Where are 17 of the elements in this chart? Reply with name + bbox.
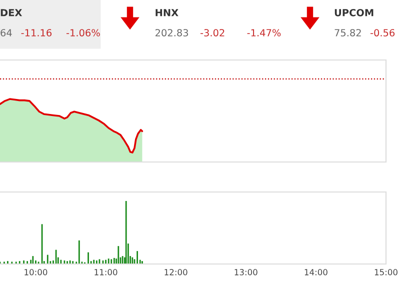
text: UPCOM	[334, 8, 374, 16]
text: HNX	[156, 9, 178, 16]
text: DEX	[0, 9, 22, 16]
x-tick-label: 10:00	[24, 269, 48, 276]
text: -1.06%	[66, 29, 100, 36]
text: -11.16	[21, 29, 52, 36]
text: 64	[0, 29, 12, 36]
text: 75.82	[334, 29, 361, 36]
text: 202.83	[156, 29, 188, 36]
x-tick-label: 12:00	[164, 269, 188, 276]
text: -1.47%	[247, 29, 281, 36]
x-tick-label: 11:00	[94, 269, 118, 276]
x-tick-label: 13:00	[234, 269, 258, 276]
x-tick-label: 14:00	[304, 269, 328, 276]
text: -3.02	[200, 29, 224, 36]
text: -0.56	[370, 29, 395, 36]
x-tick-label: 15:00	[374, 269, 398, 276]
